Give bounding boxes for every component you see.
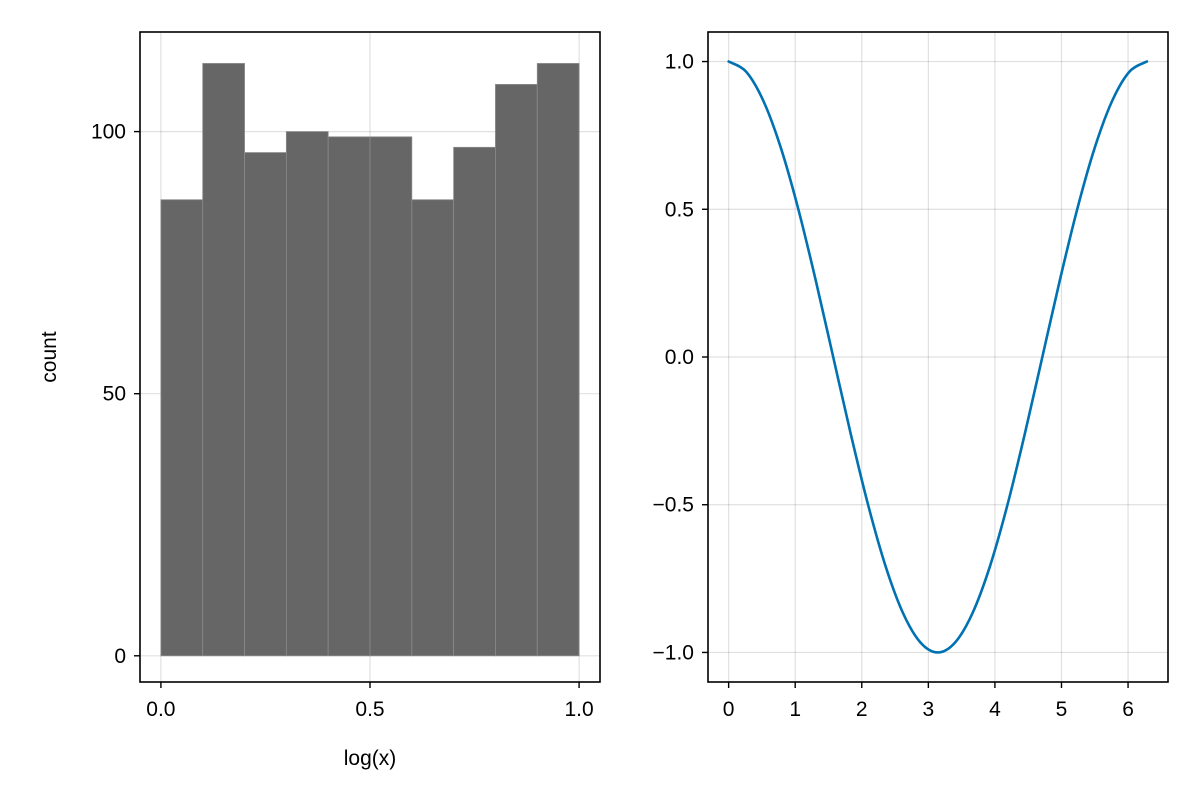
histogram-y-axis-title: count — [38, 331, 61, 383]
histogram-bar-9 — [536, 63, 580, 657]
histogram-bar-6 — [411, 199, 455, 657]
histogram-bars — [160, 63, 580, 657]
histogram-y-tick-label-1: 50 — [103, 383, 126, 406]
line-y-tick-label-0: −1.0 — [653, 641, 694, 664]
histogram-bar-0 — [160, 199, 204, 657]
histogram-bar-7 — [453, 146, 496, 657]
histogram-bar-8 — [495, 84, 538, 657]
histogram-x-tick-label-0: 0.0 — [146, 698, 175, 721]
histogram-panel: 0.0 0.5 1.0 0 50 100 log(x) count — [38, 31, 601, 770]
histogram-bar-3 — [285, 131, 329, 657]
line-x-tick-label-2: 2 — [856, 698, 868, 721]
line-x-tick-label-1: 1 — [789, 698, 801, 721]
line-x-tick-label-0: 0 — [723, 698, 735, 721]
histogram-bar-2 — [244, 152, 287, 657]
histogram-x-tick-label-2: 1.0 — [564, 698, 593, 721]
histogram-x-tick-label-1: 0.5 — [355, 698, 384, 721]
line-y-tick-label-1: −0.5 — [653, 494, 694, 517]
histogram-tick-labels: 0.0 0.5 1.0 0 50 100 — [91, 121, 594, 721]
histogram-bar-4 — [327, 136, 371, 657]
line-x-tick-label-3: 3 — [923, 698, 935, 721]
histogram-y-tick-label-2: 100 — [91, 121, 126, 144]
line-y-tick-label-2: 0.0 — [665, 346, 694, 369]
line-y-tick-label-4: 1.0 — [665, 51, 694, 74]
line-ticks — [702, 60, 1129, 688]
line-x-tick-label-6: 6 — [1122, 698, 1134, 721]
line-x-tick-label-5: 5 — [1056, 698, 1068, 721]
line-y-tick-label-3: 0.5 — [665, 198, 694, 221]
histogram-x-axis-title: log(x) — [344, 747, 397, 770]
histogram-bar-5 — [369, 136, 413, 657]
histogram-bar-1 — [202, 63, 245, 657]
line-panel: 0 1 2 3 4 5 6 −1.0 −0.5 0.0 0.5 1.0 — [653, 31, 1169, 721]
line-tick-labels: 0 1 2 3 4 5 6 −1.0 −0.5 0.0 0.5 1.0 — [653, 51, 1134, 721]
histogram-y-tick-label-0: 0 — [114, 645, 126, 668]
cosine-series-line — [727, 60, 1149, 654]
line-x-tick-label-4: 4 — [989, 698, 1001, 721]
histogram-ticks — [134, 130, 580, 688]
